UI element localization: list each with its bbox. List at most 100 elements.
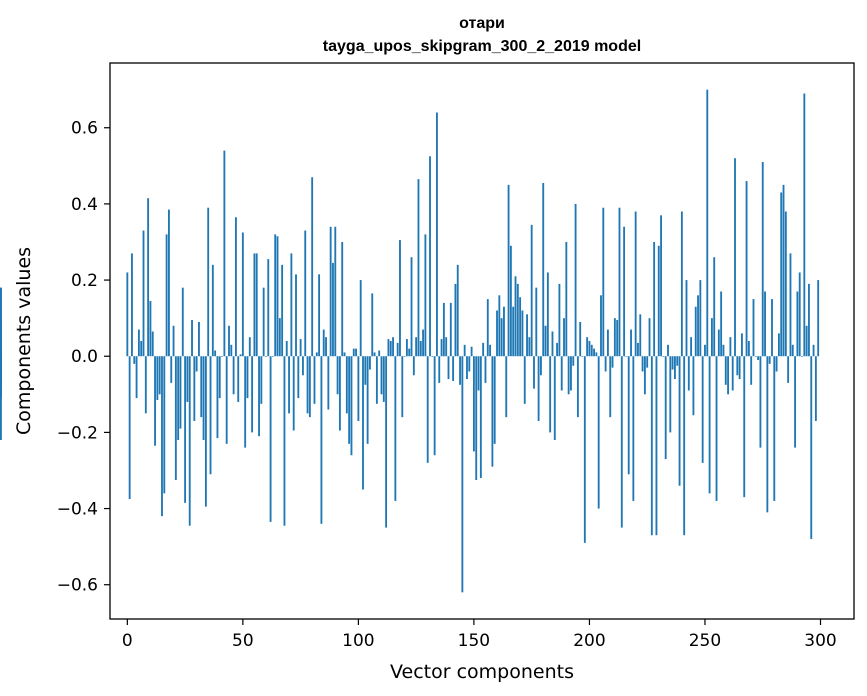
bar bbox=[782, 184, 785, 357]
bar bbox=[158, 356, 161, 395]
bar bbox=[424, 234, 427, 357]
bar bbox=[380, 356, 383, 395]
bar bbox=[401, 356, 404, 418]
bar bbox=[667, 344, 669, 357]
bar bbox=[613, 318, 616, 357]
x-tick-label: 0 bbox=[122, 631, 133, 651]
bar bbox=[274, 234, 277, 357]
bar bbox=[498, 295, 501, 357]
bar bbox=[311, 177, 314, 357]
bar bbox=[262, 287, 265, 357]
bar bbox=[373, 352, 376, 357]
bar bbox=[808, 283, 810, 357]
bar bbox=[704, 344, 706, 357]
bar bbox=[456, 264, 459, 357]
bar bbox=[558, 283, 561, 357]
bar bbox=[461, 356, 464, 593]
bar bbox=[193, 356, 196, 421]
bar bbox=[805, 325, 808, 357]
bar bbox=[671, 356, 674, 370]
bar bbox=[715, 356, 718, 501]
bar bbox=[697, 295, 699, 357]
bar bbox=[207, 207, 210, 357]
bar bbox=[133, 356, 136, 364]
bar bbox=[394, 356, 397, 501]
bar bbox=[549, 356, 552, 433]
bar bbox=[466, 356, 468, 380]
bar bbox=[771, 299, 773, 357]
bar bbox=[369, 356, 371, 370]
bar bbox=[724, 356, 727, 385]
bar bbox=[271, 356, 274, 357]
bar bbox=[218, 356, 221, 399]
bar bbox=[630, 329, 632, 357]
bar bbox=[285, 341, 288, 357]
bar bbox=[493, 356, 496, 444]
bar bbox=[341, 241, 344, 357]
bar bbox=[438, 356, 441, 383]
bar bbox=[431, 356, 434, 357]
bar bbox=[627, 356, 630, 475]
y-tick-label: 0.2 bbox=[71, 271, 98, 291]
bar bbox=[385, 356, 388, 528]
bar bbox=[609, 356, 612, 418]
bar bbox=[281, 264, 284, 357]
chart-title: отари bbox=[459, 15, 505, 32]
bar bbox=[154, 356, 156, 446]
bar bbox=[789, 253, 792, 357]
bar bbox=[489, 344, 492, 357]
bar bbox=[694, 306, 697, 357]
bar bbox=[720, 291, 723, 357]
y-tick-label: 0.0 bbox=[71, 347, 98, 367]
bar bbox=[0, 287, 2, 357]
bar bbox=[322, 329, 325, 357]
bar bbox=[318, 274, 321, 357]
bar bbox=[570, 356, 572, 391]
bar bbox=[468, 356, 471, 372]
y-axis: −0.6 −0.4 −0.2 0.0 0.2 0.4 0.6 bbox=[57, 119, 110, 596]
bar bbox=[655, 356, 658, 536]
bar bbox=[556, 342, 559, 357]
bar bbox=[258, 356, 260, 437]
bar bbox=[396, 342, 399, 357]
y-tick-label: −0.4 bbox=[57, 500, 98, 520]
bar bbox=[814, 356, 817, 421]
bar bbox=[140, 341, 143, 357]
bar bbox=[131, 253, 133, 357]
bar bbox=[632, 356, 635, 501]
bar bbox=[255, 253, 258, 357]
bar bbox=[315, 352, 318, 357]
bar bbox=[389, 341, 392, 357]
bar bbox=[597, 356, 600, 509]
bar bbox=[440, 339, 443, 357]
bar bbox=[0, 356, 2, 395]
bar bbox=[542, 182, 545, 357]
bar bbox=[198, 321, 200, 357]
bar bbox=[583, 356, 586, 543]
bar bbox=[228, 325, 230, 357]
bar bbox=[470, 346, 473, 357]
bar bbox=[574, 203, 577, 357]
bar bbox=[225, 356, 228, 444]
bar bbox=[710, 318, 713, 357]
bar bbox=[137, 329, 140, 357]
bar bbox=[408, 348, 411, 357]
bar bbox=[486, 299, 489, 357]
bar bbox=[345, 356, 348, 414]
bar bbox=[429, 156, 431, 357]
bar bbox=[731, 356, 734, 391]
bar bbox=[791, 344, 794, 357]
bar bbox=[239, 354, 242, 357]
bar bbox=[410, 257, 413, 357]
bar bbox=[516, 283, 519, 357]
bar bbox=[355, 348, 357, 357]
bar bbox=[288, 356, 290, 414]
bar bbox=[475, 356, 478, 480]
bar bbox=[745, 181, 748, 357]
bar bbox=[576, 356, 579, 418]
y-axis-label: Components values bbox=[13, 247, 35, 435]
bar bbox=[775, 356, 778, 372]
bar bbox=[445, 337, 448, 357]
bar bbox=[567, 356, 570, 395]
